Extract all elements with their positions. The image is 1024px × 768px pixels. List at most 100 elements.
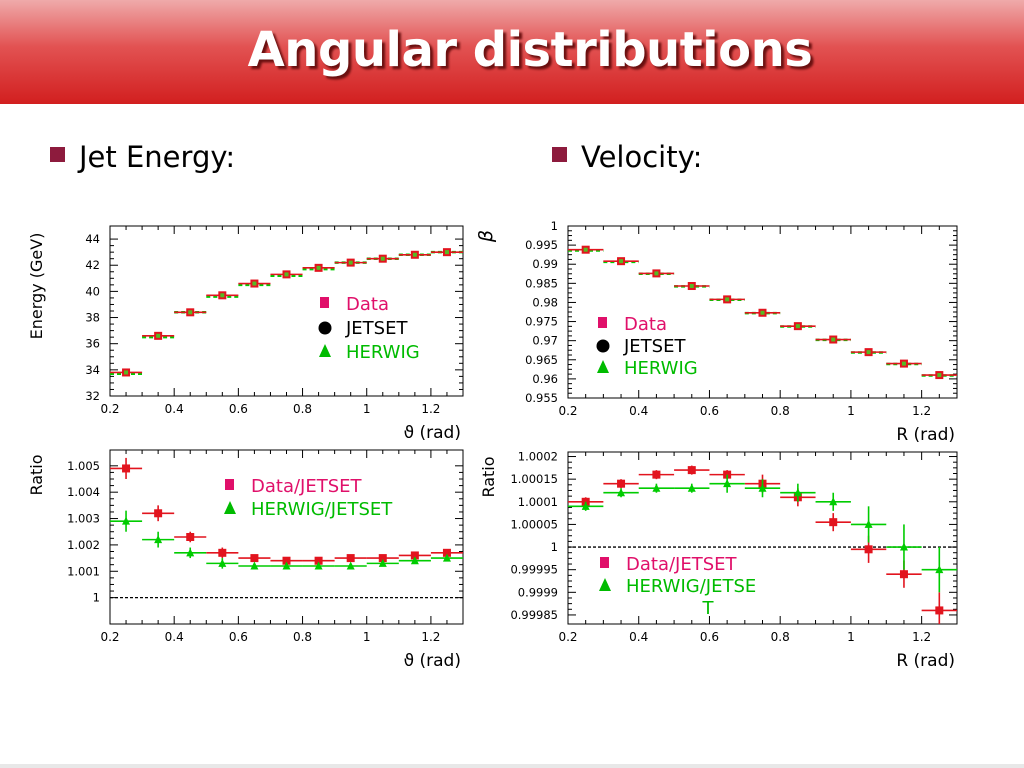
series-layer	[568, 245, 957, 380]
legend-label: HERWIG/JETSET	[251, 499, 393, 520]
data-point-square	[687, 466, 696, 475]
legend-label: JETSET	[623, 336, 686, 357]
x-axis-label: ϑ (rad)	[404, 423, 461, 443]
y-tick-label: 0.98	[532, 295, 558, 309]
bullet-jet-energy: Jet Energy:	[50, 140, 235, 174]
x-tick-label: 0.4	[629, 404, 648, 418]
x-tick-label: 0.8	[771, 404, 790, 418]
bullet-square-icon	[552, 147, 567, 162]
x-tick-label: 0.6	[229, 630, 248, 644]
data-point-inner	[444, 250, 449, 255]
data-point-square	[442, 548, 451, 557]
y-tick-label: 42	[85, 258, 100, 272]
data-point-inner	[220, 293, 225, 298]
chart-panel-4: 0.2 0.4 0.6 0.8 1 1.2 0.99985 0.9999 0.99995 1 1.0…	[479, 450, 958, 671]
y-tick-label: 1.001	[67, 564, 100, 578]
y-tick-label: 36	[85, 337, 100, 351]
x-tick-label: 0.2	[100, 630, 119, 644]
x-tick-label: 0.4	[165, 630, 184, 644]
x-tick-label: 0.2	[100, 402, 119, 416]
data-point-inner	[583, 247, 588, 252]
herwig-point-triangle	[442, 553, 451, 562]
x-tick-label: 0.6	[700, 630, 719, 644]
x-tick-label: 1.2	[912, 630, 931, 644]
bullet-text: Jet Energy:	[79, 140, 236, 174]
herwig-point-triangle	[250, 561, 259, 570]
y-tick-label: 0.96	[532, 372, 558, 386]
herwig-point-triangle	[758, 483, 767, 492]
x-tick-label: 1.2	[912, 404, 931, 418]
bullet-velocity: Velocity:	[552, 140, 702, 174]
data-point-inner	[866, 350, 871, 355]
data-point-inner	[252, 281, 257, 286]
y-tick-label: 0.99995	[510, 563, 558, 577]
data-point-inner	[316, 265, 321, 270]
x-axis-label: R (rad)	[896, 425, 955, 445]
data-point-inner	[284, 272, 289, 277]
y-tick-label: 32	[85, 389, 100, 403]
herwig-point-triangle	[346, 561, 355, 570]
y-tick-label: 1.004	[67, 485, 100, 499]
legend-square-icon	[225, 479, 234, 490]
series-layer	[110, 457, 463, 570]
x-tick-label: 0.6	[229, 402, 248, 416]
y-tick-label: 1	[551, 540, 558, 554]
herwig-point-triangle	[581, 501, 590, 510]
data-point-square	[154, 509, 163, 518]
y-tick-label: 0.985	[525, 276, 558, 290]
y-tick-label: 1.002	[67, 538, 100, 552]
legend-square-icon	[600, 557, 609, 568]
legend-triangle-icon	[599, 578, 611, 591]
x-tick-label: 0.8	[293, 402, 312, 416]
bullet-square-icon	[50, 147, 65, 162]
x-tick-label: 0.8	[293, 630, 312, 644]
x-axis-label: ϑ (rad)	[404, 651, 461, 671]
y-tick-label: 0.975	[525, 315, 558, 329]
x-tick-label: 0.6	[700, 404, 719, 418]
legend-square-icon	[320, 297, 329, 308]
y-axis-label: Ratio	[27, 454, 46, 495]
legend-triangle-icon	[597, 360, 609, 373]
y-tick-label: 1.005	[67, 459, 100, 473]
data-point-inner	[188, 310, 193, 315]
y-axis-label: Ratio	[479, 456, 498, 497]
herwig-point-triangle	[793, 488, 802, 497]
chart-panel-2: 0.2 0.4 0.6 0.8 1 1.2 0.955 0.96 0.965 0.97 0.975 0…	[475, 219, 958, 445]
y-tick-label: 0.99985	[510, 608, 558, 622]
data-point-inner	[760, 310, 765, 315]
data-point-square	[617, 479, 626, 488]
data-point-inner	[412, 252, 417, 257]
x-tick-label: 1	[847, 630, 855, 644]
series-layer	[568, 465, 957, 624]
data-point-square	[652, 470, 661, 479]
y-tick-label: 1.003	[67, 512, 100, 526]
herwig-point-triangle	[218, 558, 227, 567]
y-tick-label: 0.965	[525, 353, 558, 367]
data-point-inner	[654, 271, 659, 276]
data-point-square	[186, 533, 195, 541]
data-point-square	[314, 556, 323, 565]
legend-triangle-icon	[224, 501, 236, 514]
data-point-inner	[901, 361, 906, 366]
chart-panel-3: 0.2 0.4 0.6 0.8 1 1.2 1 1.001 1.002 1.003 1.004 1.0…	[27, 449, 464, 671]
herwig-point-triangle	[154, 535, 163, 544]
x-tick-label: 0.2	[558, 404, 577, 418]
legend-label: Data	[624, 314, 667, 335]
legend-square-icon	[598, 317, 607, 328]
data-point-square	[250, 554, 259, 563]
x-tick-label: 1.2	[421, 402, 440, 416]
data-point-inner	[619, 259, 624, 264]
legend-label: JETSET	[345, 318, 408, 339]
y-tick-label: 34	[85, 363, 100, 377]
herwig-point-triangle	[687, 483, 696, 492]
x-tick-label: 1	[363, 630, 371, 644]
series-layer	[110, 248, 463, 377]
herwig-point-triangle	[829, 497, 838, 506]
data-point-square	[346, 554, 355, 563]
y-tick-label: 1.0001	[518, 495, 558, 509]
legend-label: HERWIG	[624, 358, 698, 379]
data-point-inner	[156, 333, 161, 338]
